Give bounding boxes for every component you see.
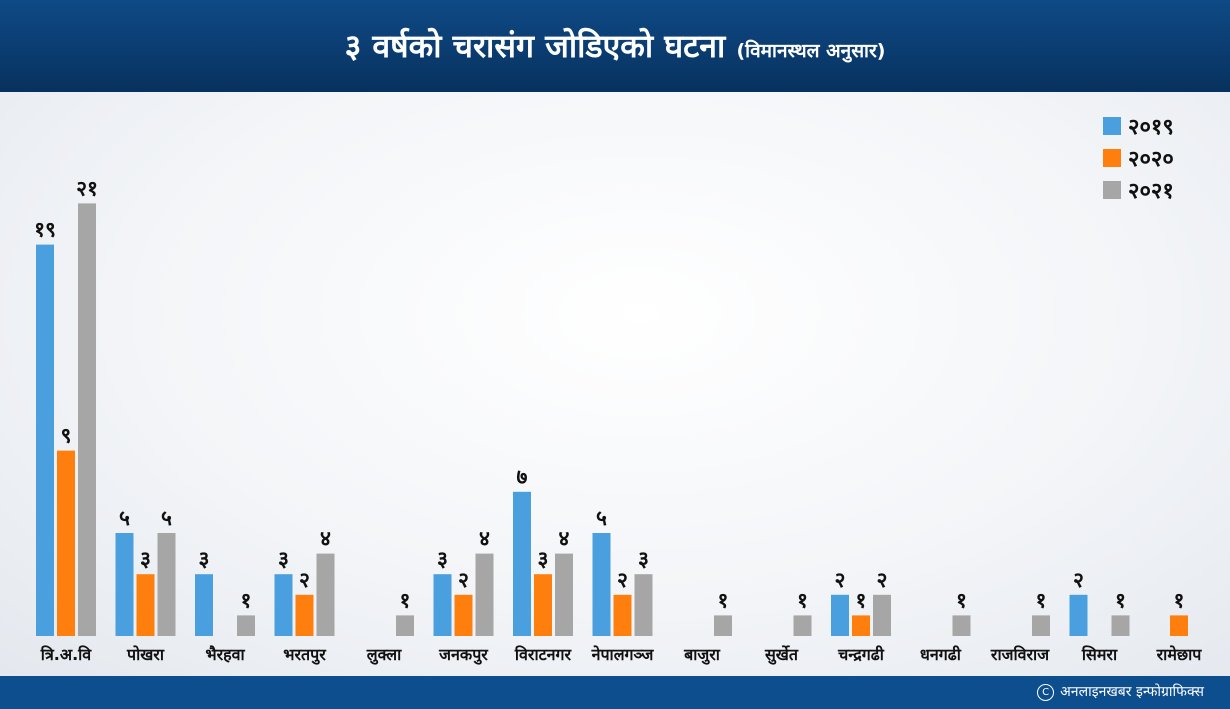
data-label: ३ — [199, 547, 210, 571]
bar-chart: १९९२१त्रि.अ.वि५३५पोखरा३१भैरहवा३२४भरतपुर१… — [34, 115, 1203, 665]
credit-text: अनलाइनखबर इन्फोग्राफिक्स — [1060, 684, 1204, 700]
data-label: १९ — [34, 218, 56, 242]
data-label: २ — [877, 568, 888, 592]
data-label: २ — [1073, 568, 1084, 592]
bar-2-8 — [613, 594, 632, 636]
category-label: विराटनगर — [514, 645, 573, 664]
category-label: राजविराज — [990, 645, 1050, 664]
data-label: ३ — [140, 547, 151, 571]
title-main: ३ वर्षको चरासंग जोडिएको घटना — [344, 27, 726, 65]
data-label: ७ — [517, 465, 528, 489]
category-label: रामेछाप — [1156, 645, 1203, 664]
bar-1-2 — [115, 533, 134, 636]
bar-1-8 — [592, 533, 611, 636]
category-label: जनकपुर — [438, 645, 489, 665]
bar-3-1 — [78, 203, 96, 636]
category-label: भैरहवा — [205, 645, 245, 664]
data-label: ४ — [479, 527, 490, 551]
bar-3-7 — [555, 553, 573, 636]
bar-3-11 — [873, 594, 891, 636]
data-label: २१ — [76, 176, 98, 200]
chart-title: ३ वर्षको चरासंग जोडिएको घटना (विमानस्थल … — [0, 26, 1230, 71]
bar-2-1 — [57, 450, 75, 636]
data-label: १ — [1036, 588, 1047, 612]
data-label: १ — [1115, 588, 1126, 612]
category-label: चन्द्रगढी — [837, 645, 885, 664]
legend-swatch — [1103, 117, 1121, 135]
bar-1-14 — [1069, 594, 1088, 636]
legend-swatch — [1103, 181, 1121, 199]
data-label: ४ — [320, 527, 331, 551]
category-label: त्रि.अ.वि — [40, 645, 93, 664]
bar-1-7 — [513, 491, 531, 636]
legend-entry: २०१९ — [1128, 115, 1174, 140]
bar-3-2 — [157, 533, 176, 636]
data-label: २ — [617, 568, 628, 592]
category-label: पोखरा — [126, 645, 165, 664]
data-label: १ — [956, 588, 967, 612]
data-label: २ — [458, 568, 469, 592]
bar-1-3 — [195, 574, 213, 636]
bar-3-9 — [714, 615, 732, 636]
data-label: १ — [241, 588, 252, 612]
bar-2-7 — [534, 574, 552, 636]
category-label: सुर्खेत — [764, 645, 799, 665]
category-label: नेपालगञ्ज — [591, 645, 655, 664]
chart-subtitle: (विमानस्थल अनुसार) — [736, 40, 886, 62]
bar-3-12 — [952, 615, 971, 636]
data-label: ३ — [538, 547, 549, 571]
data-label: ५ — [161, 506, 172, 530]
data-label: ४ — [559, 527, 570, 551]
bar-3-5 — [396, 615, 414, 636]
legend-entry: २०२० — [1128, 147, 1174, 172]
data-label: १ — [1174, 588, 1185, 612]
category-label: लुक्ला — [366, 645, 402, 665]
data-label: १ — [856, 588, 867, 612]
bar-3-3 — [237, 615, 255, 636]
data-label: ३ — [437, 547, 448, 571]
header-banner: ३ वर्षको चरासंग जोडिएको घटना (विमानस्थल … — [0, 0, 1230, 92]
data-label: ५ — [119, 506, 130, 530]
category-label: भरतपुर — [283, 645, 327, 665]
category-label: धनगढी — [920, 645, 962, 664]
bar-3-4 — [316, 553, 335, 636]
bar-1-4 — [274, 574, 293, 636]
data-label: १ — [400, 588, 411, 612]
data-label: २ — [835, 568, 846, 592]
credit-line: C अनलाइनखबर इन्फोग्राफिक्स — [1037, 683, 1204, 701]
data-label: १ — [797, 588, 808, 612]
data-label: ३ — [278, 547, 289, 571]
plot-area: १९ ९ २१ त्रि.अ.वि ५ ३ ५ पोखरा ३ १ भैरहवा ३ २ ४ भरतपुर १… — [0, 92, 1230, 676]
data-label: ३ — [638, 547, 649, 571]
bar-3-14 — [1111, 615, 1130, 636]
legend-entry: २०२१ — [1128, 179, 1174, 204]
category-label: बाजुरा — [683, 645, 721, 665]
copyright-icon: C — [1037, 683, 1055, 701]
bar-2-6 — [454, 594, 473, 636]
data-label: १ — [718, 588, 729, 612]
bar-3-10 — [793, 615, 812, 636]
bar-2-2 — [136, 574, 155, 636]
bar-3-6 — [475, 553, 494, 636]
bar-3-13 — [1032, 615, 1050, 636]
bar-3-8 — [634, 574, 653, 636]
bar-1-1 — [36, 244, 54, 636]
bar-2-11 — [852, 615, 870, 636]
category-label: सिमरा — [1081, 645, 1118, 664]
bar-2-15 — [1170, 615, 1188, 636]
data-label: ९ — [61, 424, 72, 448]
data-label: २ — [299, 568, 310, 592]
bar-2-4 — [295, 594, 314, 636]
footer-bar: C अनलाइनखबर इन्फोग्राफिक्स — [0, 676, 1230, 709]
bar-1-11 — [831, 594, 849, 636]
bar-1-6 — [433, 574, 452, 636]
data-label: ५ — [596, 506, 607, 530]
legend-swatch — [1103, 149, 1121, 167]
